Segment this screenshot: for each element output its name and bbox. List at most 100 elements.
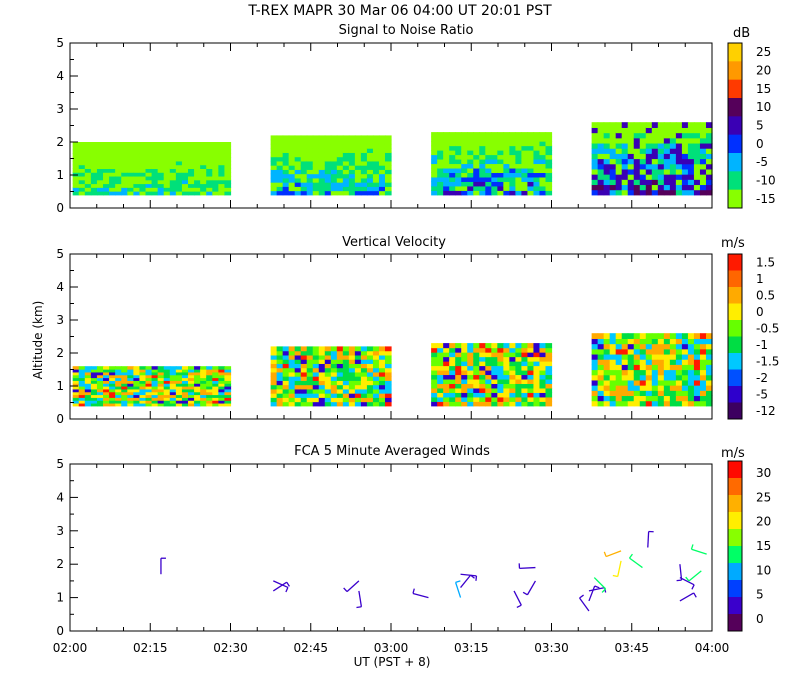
heatmap-cell [145,157,153,162]
heatmap-cell [669,333,677,339]
colorbar-swatch [728,529,742,547]
heatmap-cell [384,350,392,356]
heatmap-cell [84,383,92,387]
heatmap-cell [133,366,141,370]
heatmap-cell [330,152,338,158]
heatmap-cell [591,343,599,350]
heatmap-cell [699,353,707,360]
heatmap-cell [306,376,314,381]
heatmap-cell [109,386,116,390]
heatmap-cell [603,184,611,191]
heatmap-cell [366,160,374,166]
heatmap-cell [627,333,635,339]
heatmap-cell [78,397,86,401]
heatmap-cell [206,187,213,192]
y-tick-label: 2 [56,346,64,360]
heatmap-cell [372,182,380,187]
heatmap-cell [473,369,480,376]
heatmap-cell [675,374,683,381]
heatmap-cell [515,150,523,156]
heatmap-cell [681,348,689,355]
y-tick-label: 3 [56,313,64,327]
heatmap-cell [705,343,713,350]
heatmap-cell [194,191,201,196]
heatmap-cell [633,137,641,144]
heatmap-cell [539,190,547,196]
heatmap-cell [693,379,701,386]
heatmap-cell [663,343,671,350]
heatmap-cell [503,181,510,187]
heatmap-cell [693,395,701,402]
heatmap-cell [318,169,326,175]
heatmap-cell [348,148,356,153]
heatmap-cell [169,369,177,373]
heatmap-cell [360,388,368,394]
heatmap-cell [467,365,474,371]
heatmap-cell [455,132,462,138]
heatmap-cell [300,182,308,187]
heatmap-cell [461,347,468,353]
heatmap-cell [681,385,689,391]
wind-barb [346,580,360,593]
heatmap-cell [324,367,332,373]
heatmap-cell [133,168,141,173]
heatmap-cell [270,346,278,352]
heatmap-cell [455,176,462,182]
heatmap-cell [491,396,498,402]
heatmap-cell [479,352,486,358]
heatmap-cell [693,400,701,407]
heatmap-cell [330,380,338,386]
heatmap-cell [151,179,159,185]
heatmap-cell [133,388,141,393]
heatmap-cell [545,185,553,191]
heatmap-cell [224,157,232,162]
heatmap-cell [194,168,201,173]
heatmap-cell [473,185,480,191]
heatmap-cell [151,366,159,370]
wind-barb [593,577,607,590]
heatmap-cell [597,343,605,350]
heatmap-cell [621,333,629,339]
heatmap-cell [121,394,128,398]
heatmap-cell [651,395,659,402]
heatmap-cell [491,176,498,182]
heatmap-cell [687,364,695,371]
heatmap-cell [169,402,177,407]
heatmap-cell [597,168,605,175]
heatmap-cell [103,153,110,158]
heatmap-cell [591,189,599,196]
heatmap-cell [78,168,86,173]
heatmap-cell [651,369,659,376]
heatmap-cell [127,172,134,177]
heatmap-cell [169,142,177,147]
heatmap-cell [485,185,492,191]
heatmap-cell [78,380,86,384]
heatmap-cell [384,190,392,196]
heatmap-cell [503,176,510,182]
heatmap-cell [372,397,380,403]
heatmap-cell [527,383,535,389]
heatmap-cell [181,183,189,188]
heatmap-cell [188,366,195,370]
heatmap-cell [175,397,183,401]
heatmap-cell [437,396,444,402]
heatmap-cell [103,164,110,169]
heatmap-cell [437,387,444,393]
heatmap-cell [545,158,553,165]
heatmap-cell [188,153,195,158]
heatmap-cell [78,383,86,387]
heatmap-cell [437,163,444,169]
heatmap-cell [157,160,165,166]
heatmap-cell [597,189,605,196]
heatmap-cell [527,190,535,196]
heatmap-cell [96,388,104,393]
heatmap-cell [651,353,659,360]
heatmap-cell [675,184,683,191]
heatmap-cell [175,394,183,398]
heatmap-cell [533,352,541,358]
heatmap-cell [306,169,314,175]
heatmap-cell [115,397,122,401]
heatmap-cell [372,354,380,360]
heatmap-cell [384,165,392,170]
heatmap-cell [449,190,456,196]
